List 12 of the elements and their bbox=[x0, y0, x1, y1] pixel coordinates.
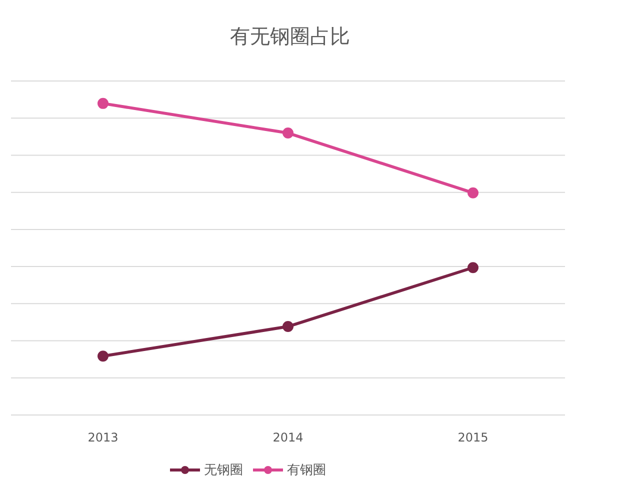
x-tick-label: 2013 bbox=[88, 430, 118, 445]
point bbox=[98, 350, 108, 362]
point bbox=[468, 262, 478, 274]
legend-label: 无钢圈 bbox=[204, 462, 243, 479]
legend-label: 有钢圈 bbox=[287, 462, 326, 479]
point bbox=[468, 187, 478, 198]
x-tick-label: 2014 bbox=[272, 430, 304, 445]
point bbox=[98, 98, 108, 109]
point bbox=[282, 321, 294, 332]
point bbox=[282, 128, 294, 139]
chart-title: 有无钢圈占比 bbox=[229, 23, 351, 50]
x-tick-label: 2015 bbox=[458, 430, 488, 445]
